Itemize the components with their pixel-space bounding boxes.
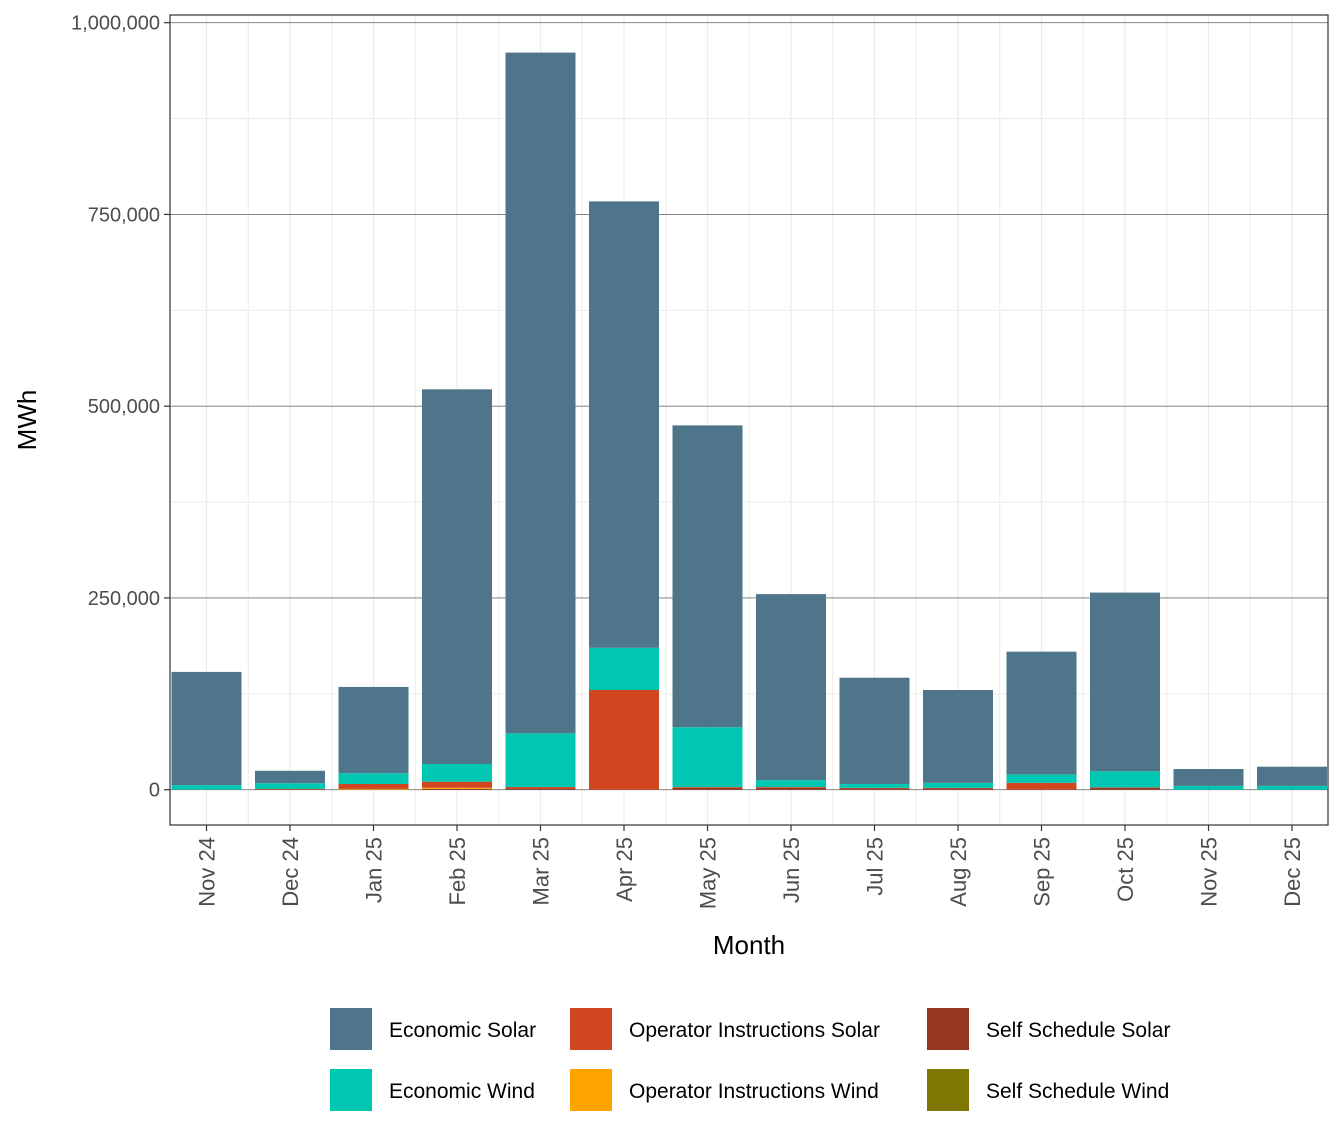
x-tick-label: Nov 24	[195, 837, 220, 907]
bar-segment	[1006, 782, 1077, 790]
bar-segment	[422, 389, 492, 765]
bar-segment	[589, 690, 659, 790]
legend-swatch	[330, 1008, 372, 1050]
bar-segment	[756, 787, 826, 790]
y-tick-label: 750,000	[88, 204, 160, 226]
bar-segment	[756, 780, 826, 788]
legend-label: Operator Instructions Solar	[629, 1019, 880, 1042]
x-axis: Nov 24 Dec 24 Jan 25 Feb 25 Mar 25 Apr 25 May …	[195, 825, 1305, 909]
bar-segment	[1257, 785, 1327, 790]
y-tick-label: 500,000	[88, 396, 160, 418]
y-tick-label: 0	[149, 780, 160, 802]
plot-panel-border	[169, 14, 1329, 826]
legend: Economic Solar Operator Instructions Sola…	[330, 1008, 1170, 1111]
bar-segment	[255, 783, 325, 789]
bar-segment	[422, 781, 492, 788]
legend-swatch	[570, 1008, 612, 1050]
bar-segment	[422, 787, 492, 789]
bar-segment	[505, 733, 576, 788]
y-axis-title: MWh	[12, 390, 42, 451]
x-tick-label: Nov 25	[1197, 837, 1222, 907]
legend-label: Self Schedule Wind	[986, 1080, 1169, 1103]
bar-segment	[1090, 787, 1160, 790]
bar-segment	[505, 787, 576, 789]
bar-segment	[1173, 785, 1244, 790]
legend-item: Economic Wind	[330, 1069, 535, 1111]
bar-segment	[923, 787, 993, 789]
legend-item: Self Schedule Solar	[927, 1008, 1170, 1050]
legend-item: Operator Instructions Wind	[570, 1069, 879, 1111]
bar-segment	[1257, 766, 1327, 786]
x-tick-label: Dec 24	[278, 837, 303, 907]
legend-label: Operator Instructions Wind	[629, 1080, 879, 1103]
bar-segment	[672, 787, 743, 790]
legend-swatch	[570, 1069, 612, 1111]
bar-segment	[839, 788, 910, 790]
x-tick-label: Aug 25	[946, 837, 971, 907]
bar-segment	[839, 783, 910, 788]
x-tick-label: Jan 25	[362, 837, 387, 903]
bar-segment	[255, 788, 325, 790]
bar-segment	[923, 782, 993, 788]
bar-segment	[1006, 774, 1077, 783]
y-tick-label: 250,000	[88, 588, 160, 610]
bar-segment	[338, 783, 409, 789]
bar-segment	[1006, 651, 1077, 775]
bar-segment	[672, 727, 743, 788]
legend-swatch	[330, 1069, 372, 1111]
x-tick-label: Sep 25	[1030, 837, 1055, 907]
x-tick-label: Apr 25	[612, 837, 637, 902]
x-tick-label: Jul 25	[863, 837, 888, 896]
x-tick-label: Feb 25	[445, 837, 470, 906]
bar-segment	[672, 425, 743, 728]
x-tick-label: Jun 25	[779, 837, 804, 903]
legend-label: Economic Solar	[389, 1019, 536, 1042]
y-axis: 0 250,000 500,000 750,000 1,000,000	[71, 13, 170, 802]
y-tick-label: 1,000,000	[71, 13, 160, 35]
legend-item: Operator Instructions Solar	[570, 1008, 880, 1050]
x-tick-label: Dec 25	[1280, 837, 1305, 907]
bar-segment	[1090, 771, 1160, 788]
x-axis-title: Month	[713, 930, 785, 960]
bar-segment	[839, 787, 910, 789]
bar-segment	[839, 677, 910, 784]
legend-item: Economic Solar	[330, 1008, 536, 1050]
bar-segment	[338, 686, 409, 774]
bar-segment	[338, 773, 409, 784]
bar-segment	[589, 201, 659, 648]
bar-segment	[255, 770, 325, 784]
legend-label: Economic Wind	[389, 1080, 535, 1103]
x-tick-label: Mar 25	[529, 837, 554, 905]
x-tick-label: Oct 25	[1113, 837, 1138, 902]
bar-segment	[1173, 769, 1244, 786]
bar-segment	[923, 788, 993, 790]
legend-label: Self Schedule Solar	[986, 1019, 1170, 1042]
bar-segment	[505, 52, 576, 734]
bar-segment	[171, 671, 242, 786]
bar-segment	[672, 787, 743, 788]
legend-swatch	[927, 1069, 969, 1111]
x-tick-label: May 25	[696, 837, 721, 909]
bar-segment	[1090, 787, 1160, 788]
bar-segment	[505, 788, 576, 790]
bar-segment	[422, 788, 492, 790]
bars	[171, 52, 1327, 790]
bar-segment	[589, 647, 659, 690]
bar-segment	[923, 690, 993, 783]
bar-segment	[338, 788, 409, 790]
legend-item: Self Schedule Wind	[927, 1069, 1169, 1111]
bar-segment	[756, 787, 826, 788]
bar-segment	[1090, 592, 1160, 772]
bar-segment	[422, 764, 492, 782]
legend-swatch	[927, 1008, 969, 1050]
bar-segment	[171, 785, 242, 790]
bar-segment	[756, 594, 826, 781]
